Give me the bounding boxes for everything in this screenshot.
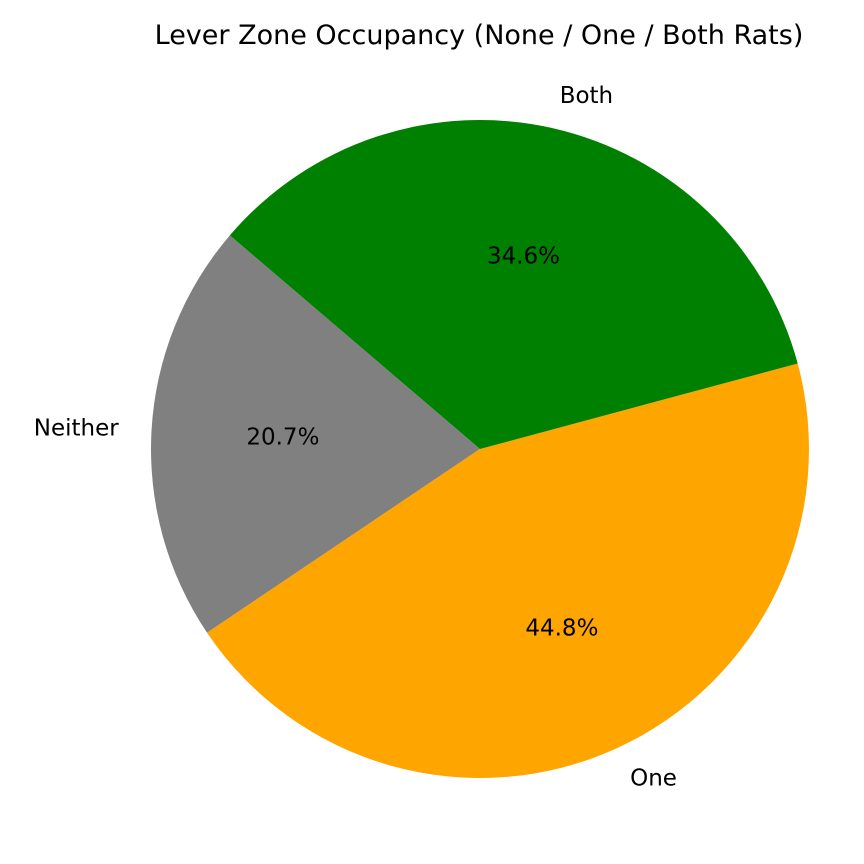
- slice-label-both: Both: [560, 83, 613, 109]
- slice-pct-label-one: 44.8%: [525, 616, 598, 642]
- pie-slice-neither: [150, 235, 480, 633]
- pie-slices: [150, 120, 809, 779]
- slice-pct-label-both: 34.6%: [487, 243, 560, 269]
- chart-title: Lever Zone Occupancy (None / One / Both …: [155, 20, 804, 51]
- slice-label-neither: Neither: [34, 415, 119, 441]
- pie-slice-one: [207, 363, 809, 779]
- slice-label-one: One: [630, 765, 677, 791]
- slice-pct-label-neither: 20.7%: [246, 425, 319, 451]
- pie-labels: Neither 20.7% One 44.8% Both 34.6%: [34, 83, 677, 791]
- pie-slice-both: [229, 120, 798, 449]
